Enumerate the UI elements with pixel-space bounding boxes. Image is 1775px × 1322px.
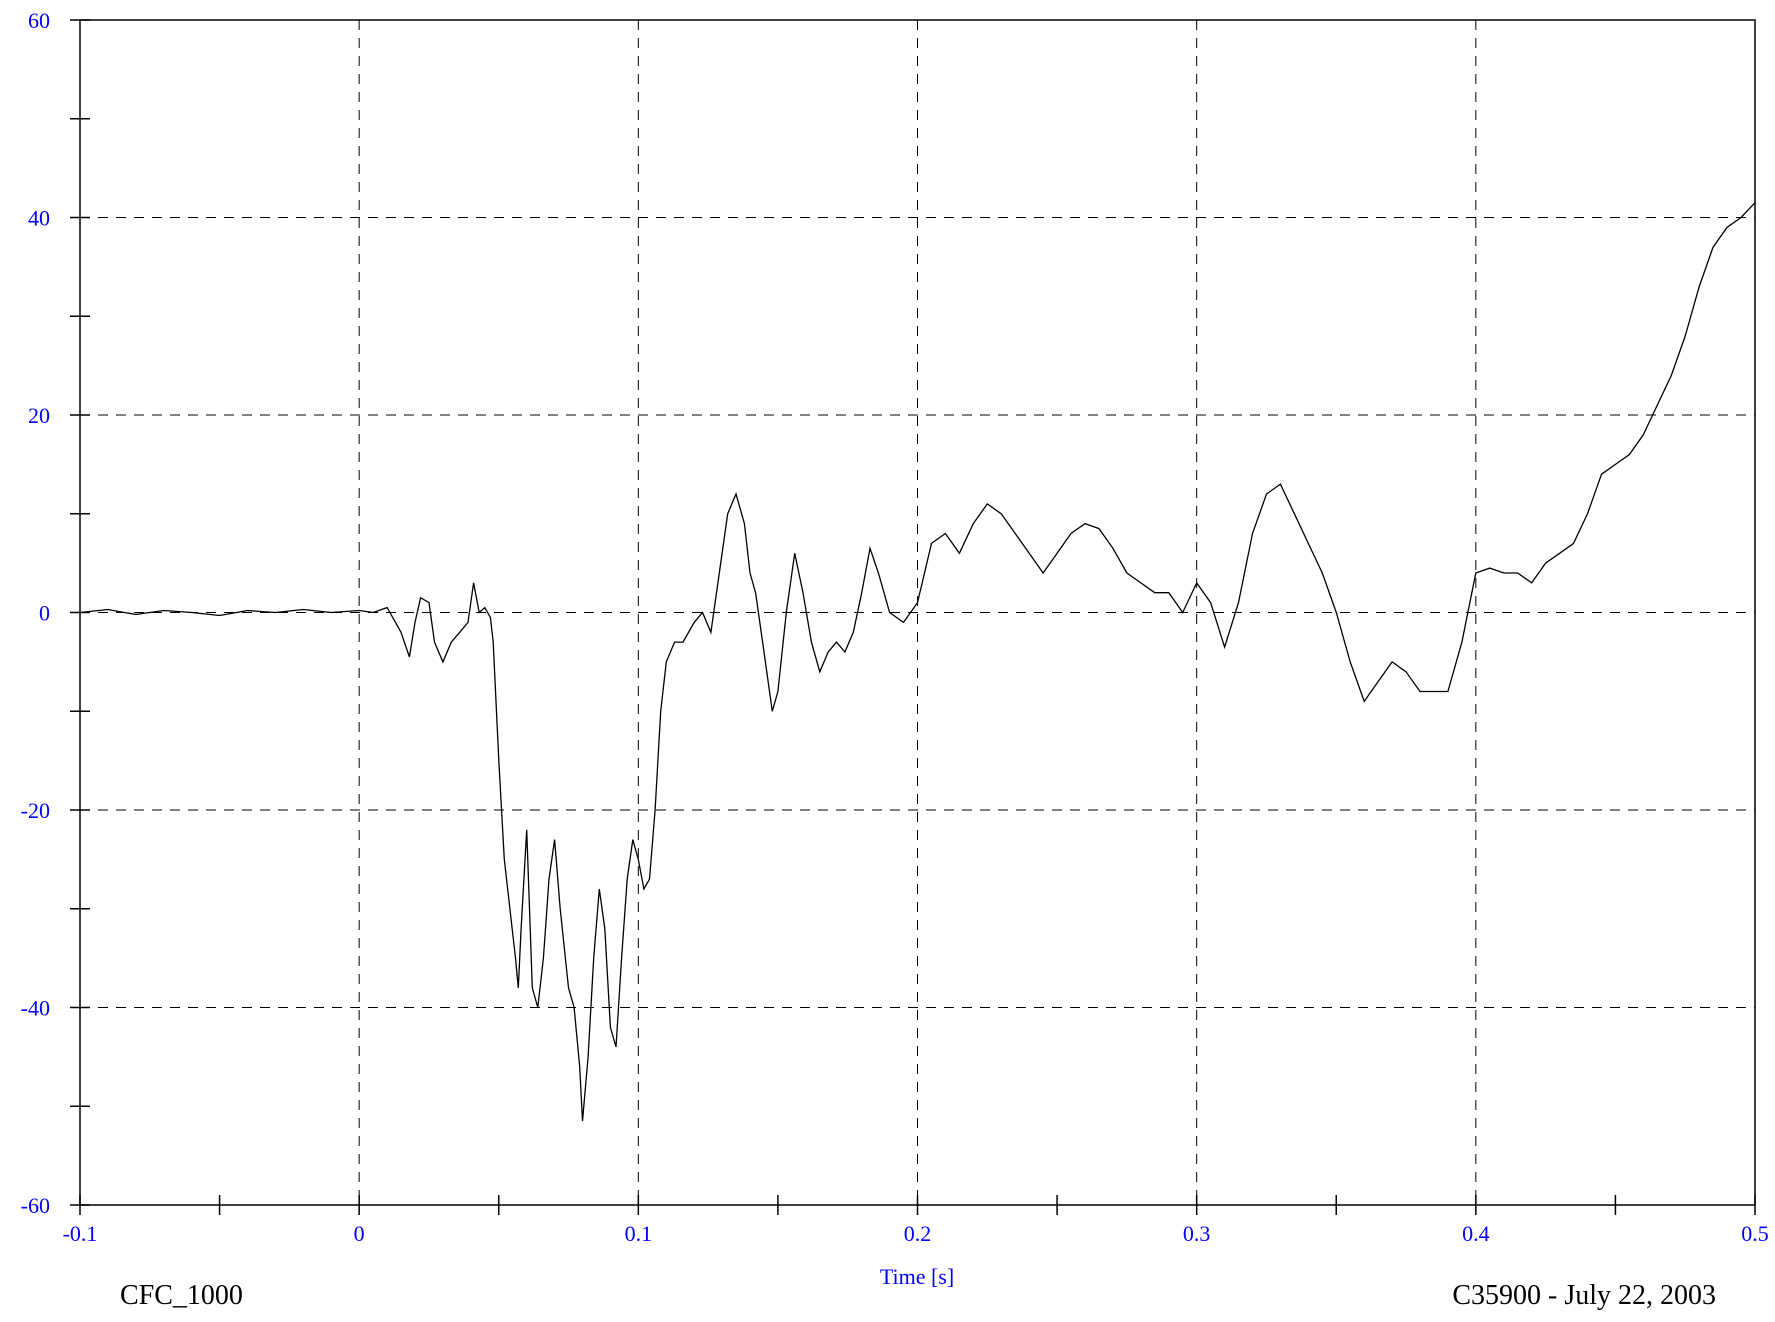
tick-labels: -0.1 0 0.1 0.2 0.3 0.4 0.5 -60 -40 -20 0 20 40 60: [21, 8, 1769, 1246]
x-axis-title: Time [s]: [880, 1264, 954, 1289]
footer-right-label: C35900 - July 22, 2003: [1452, 1280, 1716, 1311]
y-tick-label: 60: [28, 8, 50, 33]
y-tick-label: 20: [28, 403, 50, 428]
x-tick-label: 0.3: [1183, 1221, 1211, 1246]
x-tick-label: 0.1: [625, 1221, 653, 1246]
x-tick-label: 0.2: [904, 1221, 932, 1246]
y-tick-label: -60: [21, 1193, 50, 1218]
footer-left-label: CFC_1000: [120, 1280, 243, 1311]
y-tick-label: -40: [21, 996, 50, 1021]
x-tick-label: 0.4: [1462, 1221, 1490, 1246]
grid-lines: [80, 20, 1755, 1205]
x-tick-label: 0: [354, 1221, 365, 1246]
y-tick-label: -20: [21, 798, 50, 823]
x-tick-label: -0.1: [63, 1221, 98, 1246]
series-line: [79, 202, 1756, 1122]
y-tick-label: 0: [39, 601, 50, 626]
axis-ticks: [70, 19, 1756, 1215]
y-tick-label: 40: [28, 206, 50, 231]
x-tick-label: 0.5: [1741, 1221, 1769, 1246]
